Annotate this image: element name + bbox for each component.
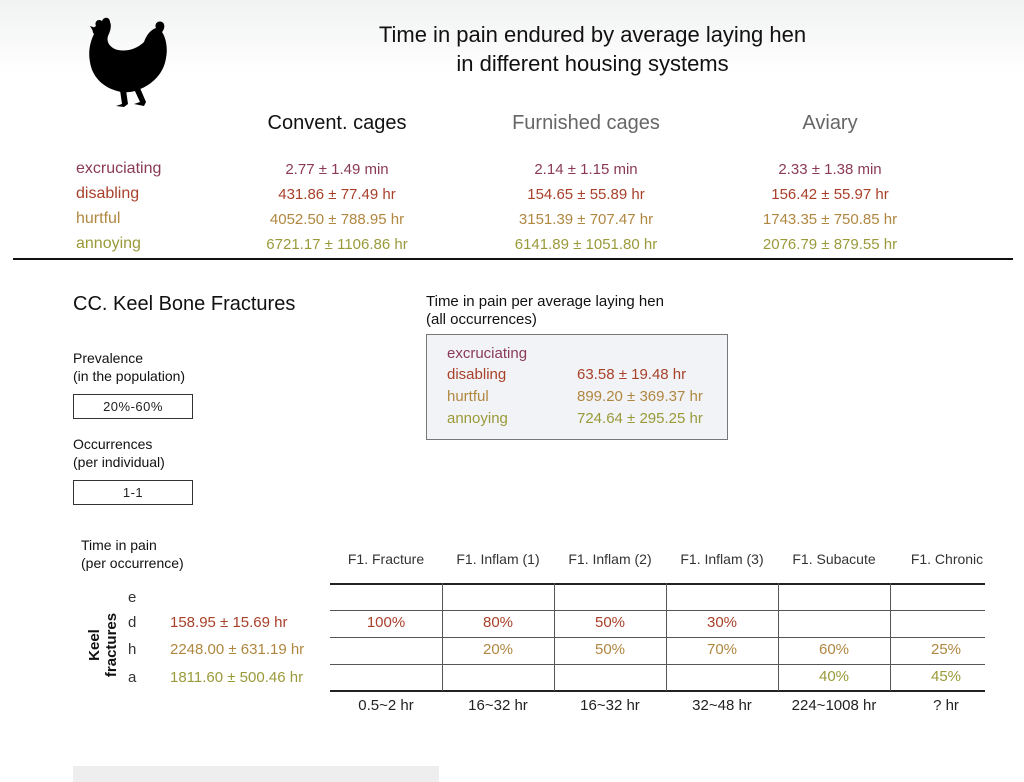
grid-line bbox=[330, 664, 985, 665]
grid-cell-h-inflam1: 20% bbox=[482, 641, 514, 658]
value-cell: 2076.79 ± 879.55 hr bbox=[762, 236, 898, 253]
occurrences-label-line2: (per individual) bbox=[73, 454, 165, 470]
phase-duration: ? hr bbox=[933, 697, 959, 714]
pain-per-hen-box: excruciating disabling hurtful annoying … bbox=[426, 334, 728, 440]
row-label-disabling: disabling bbox=[76, 185, 140, 202]
phase-header: F1. Subacute bbox=[792, 551, 876, 567]
value-cell: 4052.50 ± 788.95 hr bbox=[269, 211, 405, 228]
occurrences-label-line1: Occurrences bbox=[73, 436, 153, 452]
value-cell: 1743.35 ± 750.85 hr bbox=[762, 211, 898, 228]
phase-header: F1. Inflam (3) bbox=[680, 551, 764, 567]
occurrences-label: Occurrences (per individual) bbox=[73, 435, 165, 471]
prevalence-value-box: 20%-60% bbox=[73, 394, 193, 419]
section-title: CC. Keel Bone Fractures bbox=[73, 293, 296, 315]
grid-line bbox=[330, 610, 985, 611]
prevalence-label: Prevalence (in the population) bbox=[73, 349, 185, 385]
column-header-aviary: Aviary bbox=[802, 112, 858, 134]
value-cell: 6141.89 ± 1051.80 hr bbox=[514, 236, 658, 253]
level-letter-e: e bbox=[128, 589, 137, 606]
value-cell: 3151.39 ± 707.47 hr bbox=[518, 211, 654, 228]
grid-cell-h-inflam2: 50% bbox=[594, 641, 626, 658]
value-cell: 431.86 ± 77.49 hr bbox=[278, 186, 396, 203]
grid-cell-d-inflam3: 30% bbox=[706, 614, 738, 631]
per-occurrence-value-disabling: 158.95 ± 15.69 hr bbox=[170, 614, 288, 631]
value-cell: 2.33 ± 1.38 min bbox=[778, 161, 882, 178]
pain-label-excruciating: excruciating bbox=[447, 345, 528, 362]
title-line-1: Time in pain endured by average laying h… bbox=[378, 22, 807, 47]
column-header-furnished-cages: Furnished cages bbox=[512, 112, 660, 134]
hen-icon bbox=[89, 17, 167, 107]
page-title: Time in pain endured by average laying h… bbox=[300, 20, 885, 78]
pain-label-hurtful: hurtful bbox=[447, 388, 489, 405]
grid-cell-h-chronic: 25% bbox=[930, 641, 962, 658]
phase-header: F1. Fracture bbox=[347, 551, 425, 567]
grid-cell-h-subacute: 60% bbox=[818, 641, 850, 658]
phase-header: F1. Inflam (2) bbox=[568, 551, 652, 567]
value-cell: 2.77 ± 1.49 min bbox=[285, 161, 389, 178]
prevalence-label-line2: (in the population) bbox=[73, 368, 186, 384]
grid-line bbox=[330, 637, 985, 638]
grid-bottom-line bbox=[330, 690, 985, 692]
grid-top-line bbox=[330, 583, 985, 585]
pain-value-disabling: 63.58 ± 19.48 hr bbox=[577, 366, 687, 383]
pain-label-disabling: disabling bbox=[447, 366, 507, 383]
value-cell: 154.65 ± 55.89 hr bbox=[527, 186, 645, 203]
header-band bbox=[0, 0, 1024, 75]
level-letter-h: h bbox=[128, 641, 137, 658]
prevalence-label-line1: Prevalence bbox=[73, 350, 144, 366]
grid-cell-d-fracture: 100% bbox=[366, 614, 406, 631]
pain-value-hurtful: 899.20 ± 369.37 hr bbox=[577, 388, 703, 405]
pain-value-annoying: 724.64 ± 295.25 hr bbox=[577, 410, 703, 427]
phase-duration: 16~32 hr bbox=[580, 697, 640, 714]
grid-cell-h-inflam3: 70% bbox=[706, 641, 738, 658]
phase-duration: 0.5~2 hr bbox=[358, 697, 414, 714]
row-label-hurtful: hurtful bbox=[76, 210, 121, 227]
grid-cell-d-inflam2: 50% bbox=[594, 614, 626, 631]
grid-cell-a-chronic: 45% bbox=[930, 668, 962, 685]
footer-bar bbox=[73, 766, 439, 782]
grid-cell-d-inflam1: 80% bbox=[482, 614, 514, 631]
pain-label-annoying: annoying bbox=[447, 410, 508, 427]
value-cell: 2.14 ± 1.15 min bbox=[534, 161, 638, 178]
grid-column-line bbox=[554, 583, 555, 691]
pain-per-hen-title-line1: Time in pain per average laying hen bbox=[426, 293, 664, 310]
row-label-excruciating: excruciating bbox=[76, 160, 162, 177]
value-cell: 6721.17 ± 1106.86 hr bbox=[266, 236, 408, 253]
phase-duration: 16~32 hr bbox=[468, 697, 528, 714]
grid-cell-a-subacute: 40% bbox=[818, 668, 850, 685]
grid-column-line bbox=[890, 583, 891, 691]
level-letter-d: d bbox=[128, 614, 137, 631]
pain-per-hen-title: Time in pain per average laying hen (all… bbox=[426, 293, 664, 329]
phase-duration: 32~48 hr bbox=[692, 697, 752, 714]
phase-duration: 224~1008 hr bbox=[791, 697, 877, 714]
value-cell: 156.42 ± 55.97 hr bbox=[771, 186, 889, 203]
per-occurrence-label-line1: Time in pain bbox=[81, 537, 157, 553]
per-occurrence-value-hurtful: 2248.00 ± 631.19 hr bbox=[170, 641, 305, 658]
title-line-2: in different housing systems bbox=[456, 51, 729, 76]
keel-fractures-axis-label: Keel fractures bbox=[86, 612, 120, 678]
phase-distribution-grid: 100% 80% 50% 30% 20% 50% 70% 60% 25% 40%… bbox=[330, 583, 985, 692]
column-header-conventional-cages: Convent. cages bbox=[267, 112, 407, 134]
pain-per-hen-title-line2: (all occurrences) bbox=[426, 311, 537, 328]
per-occurrence-value-annoying: 1811.60 ± 500.46 hr bbox=[170, 669, 304, 686]
grid-column-line bbox=[778, 583, 779, 691]
section-divider bbox=[13, 258, 1013, 260]
grid-column-line bbox=[442, 583, 443, 691]
phase-header: F1. Chronic bbox=[910, 551, 984, 567]
grid-column-line bbox=[666, 583, 667, 691]
phase-header: F1. Inflam (1) bbox=[456, 551, 540, 567]
level-letter-a: a bbox=[128, 669, 137, 686]
occurrences-value-box: 1-1 bbox=[73, 480, 193, 505]
per-occurrence-label-line2: (per occurrence) bbox=[81, 555, 184, 571]
row-label-annoying: annoying bbox=[76, 235, 141, 252]
per-occurrence-label: Time in pain (per occurrence) bbox=[81, 536, 184, 572]
